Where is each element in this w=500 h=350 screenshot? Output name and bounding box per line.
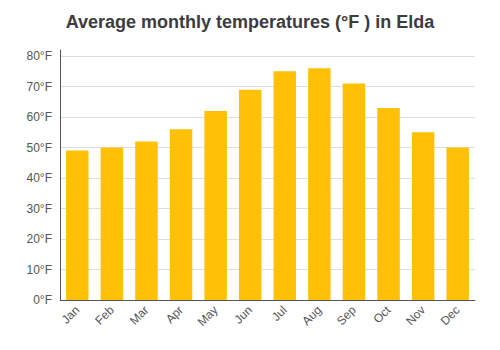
svg-text:Sep: Sep bbox=[334, 303, 359, 328]
svg-text:80°F: 80°F bbox=[27, 49, 52, 63]
svg-text:Dec: Dec bbox=[438, 303, 463, 328]
svg-text:10°F: 10°F bbox=[27, 263, 52, 277]
svg-text:50°F: 50°F bbox=[27, 141, 52, 155]
svg-text:Average monthly temperatures (: Average monthly temperatures (°F ) in El… bbox=[66, 12, 436, 32]
svg-text:40°F: 40°F bbox=[27, 171, 52, 185]
svg-text:70°F: 70°F bbox=[27, 80, 52, 94]
svg-text:Oct: Oct bbox=[370, 303, 394, 327]
svg-text:Nov: Nov bbox=[403, 303, 428, 328]
svg-text:Aug: Aug bbox=[299, 303, 324, 328]
svg-text:60°F: 60°F bbox=[27, 110, 52, 124]
svg-text:Jun: Jun bbox=[232, 303, 256, 327]
svg-text:0°F: 0°F bbox=[33, 293, 52, 307]
svg-text:Mar: Mar bbox=[127, 303, 152, 327]
svg-text:Jan: Jan bbox=[59, 303, 83, 327]
svg-text:Feb: Feb bbox=[92, 303, 117, 328]
svg-text:20°F: 20°F bbox=[27, 232, 52, 246]
svg-text:Apr: Apr bbox=[163, 303, 186, 326]
svg-text:Jul: Jul bbox=[269, 303, 290, 324]
svg-text:30°F: 30°F bbox=[27, 202, 52, 216]
svg-text:May: May bbox=[195, 303, 221, 329]
